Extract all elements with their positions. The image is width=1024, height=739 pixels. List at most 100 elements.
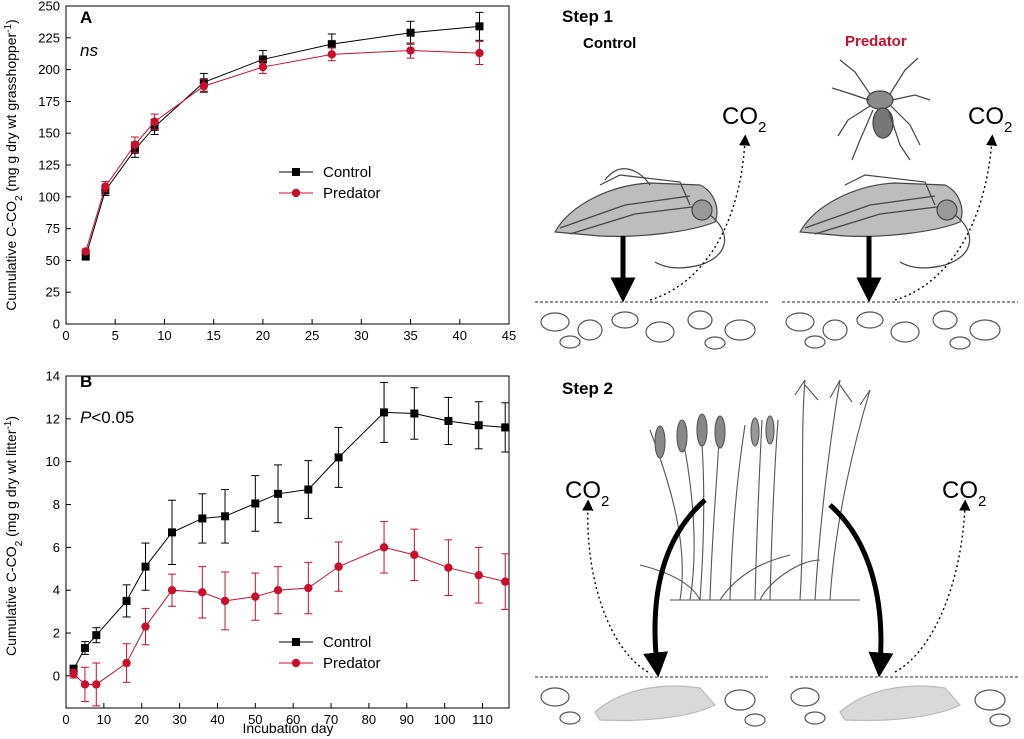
legend-b-control: Control xyxy=(323,634,371,651)
co2-label-predator-step1: CO2 xyxy=(968,103,1012,136)
panel-b-ylabel: Cumulative C-CO2 (mg g dry wt litter-1) xyxy=(3,416,25,656)
x-tick-label-a: 5 xyxy=(112,328,119,343)
point-a-predator xyxy=(199,81,209,91)
panel-a-axes: 0 5 10 15 20 25 30 35 40 45 0 25 50 75 100 125 150 175 200… xyxy=(38,0,516,343)
grasshopper-predator-illustration xyxy=(799,174,971,269)
series-line-b-control xyxy=(73,411,506,670)
point-a-predator xyxy=(406,46,415,55)
x-tick-label-b: 50 xyxy=(248,712,262,727)
grass-plants-illustration xyxy=(639,379,871,601)
point-a-predator xyxy=(101,182,110,191)
point-b-predator xyxy=(251,592,260,601)
y-tick-label-b: 10 xyxy=(46,454,60,469)
x-tick-label-a: 15 xyxy=(206,328,220,343)
x-tick-label-a: 45 xyxy=(502,328,516,343)
y-tick-label-b: 4 xyxy=(53,583,60,598)
y-tick-label-a: 225 xyxy=(38,30,60,45)
co2-arrow-predator-step2 xyxy=(894,499,971,673)
legend-a-predator-marker xyxy=(291,188,301,198)
point-b-predator xyxy=(122,658,131,668)
arrow-plant-to-soil-predator xyxy=(828,503,894,678)
x-tick-label-b: 80 xyxy=(362,712,376,727)
co2-label-control-step1: CO2 xyxy=(722,103,766,136)
point-b-predator xyxy=(69,669,78,678)
point-a-predator xyxy=(475,48,484,58)
point-b-predator xyxy=(273,585,283,595)
x-tick-label-a: 35 xyxy=(403,328,417,343)
point-b-predator xyxy=(444,563,453,572)
panel-a-series xyxy=(81,11,484,261)
legend-b-control-marker xyxy=(292,638,300,646)
y-tick-label-a: 50 xyxy=(46,253,60,268)
point-b-control xyxy=(444,416,453,425)
y-tick-label-b: 12 xyxy=(46,411,60,426)
point-a-predator xyxy=(81,247,90,256)
panel-b-stat: P<0.05 xyxy=(80,408,134,427)
co2-label-control-step2: CO2 xyxy=(565,477,609,510)
x-tick-label-b: 20 xyxy=(134,712,148,727)
x-tick-label-a: 40 xyxy=(453,328,467,343)
y-tick-label-a: 25 xyxy=(46,285,60,300)
co2-label-predator-step2: CO2 xyxy=(942,477,986,510)
x-tick-label-b: 110 xyxy=(472,712,493,727)
soil-strip-step1-predator xyxy=(782,301,1018,350)
x-tick-label-a: 10 xyxy=(157,328,171,343)
point-b-predator xyxy=(474,571,483,580)
panel-b-axes: 0 10 20 30 40 50 60 70 80 90 100 110 0 2 4 6 8 10 12 14 xyxy=(46,369,493,728)
point-a-predator xyxy=(258,62,268,72)
point-b-predator xyxy=(141,622,150,631)
point-b-control xyxy=(221,512,230,521)
point-b-control xyxy=(251,499,260,508)
panel-a-label: A xyxy=(80,8,92,27)
x-tick-label-b: 100 xyxy=(434,712,456,727)
panel-b-series xyxy=(69,381,510,707)
y-tick-label-a: 125 xyxy=(38,158,60,173)
series-line-a-predator xyxy=(85,50,480,252)
y-tick-label-b: 14 xyxy=(46,369,60,384)
point-b-control xyxy=(501,423,510,432)
point-b-control xyxy=(168,528,177,537)
legend-a-control-marker xyxy=(292,168,300,176)
point-b-control xyxy=(334,453,343,462)
series-line-b-predator xyxy=(73,546,506,685)
point-b-predator xyxy=(410,550,419,560)
x-tick-label-b: 10 xyxy=(97,712,111,727)
point-b-predator xyxy=(92,680,101,689)
point-b-predator xyxy=(80,680,90,689)
point-b-predator xyxy=(167,585,177,595)
x-tick-label-a: 0 xyxy=(62,328,69,343)
spider-illustration xyxy=(831,57,931,161)
grasshopper-control-illustration xyxy=(554,168,726,269)
step1-label: Step 1 xyxy=(562,7,613,26)
x-tick-label-b: 0 xyxy=(62,712,69,727)
y-tick-label-b: 6 xyxy=(53,540,60,555)
control-heading: Control xyxy=(583,35,636,52)
point-b-predator xyxy=(501,577,510,586)
soil-strip-step2-predator xyxy=(790,676,1018,727)
point-b-predator xyxy=(334,562,343,571)
point-a-predator xyxy=(130,140,140,149)
predator-heading: Predator xyxy=(845,33,907,50)
y-tick-label-a: 100 xyxy=(38,189,60,204)
point-b-control xyxy=(198,514,207,523)
panel-b-legend: Control Predator xyxy=(279,634,381,672)
co2-arrow-predator-step1 xyxy=(894,134,998,301)
point-b-control xyxy=(274,489,283,498)
x-tick-label-a: 20 xyxy=(256,328,270,343)
step2-label: Step 2 xyxy=(562,379,613,398)
x-tick-label-b: 90 xyxy=(400,712,414,727)
step1-illustration: Step 1 Control Predator xyxy=(535,7,1018,350)
y-tick-label-b: 2 xyxy=(53,626,60,641)
point-b-predator xyxy=(220,596,230,606)
legend-a-control: Control xyxy=(323,164,371,181)
point-b-control xyxy=(80,644,89,653)
x-tick-label-a: 30 xyxy=(354,328,368,343)
y-tick-label-a: 75 xyxy=(46,221,60,236)
soil-strip-step2-control xyxy=(535,676,770,727)
panel-b-chart: 0 10 20 30 40 50 60 70 80 90 100 110 0 2 4 6 8 10 12 14 B P… xyxy=(3,369,510,736)
y-tick-label-a: 0 xyxy=(53,317,60,332)
panel-b-xlabel: Incubation day xyxy=(242,720,333,736)
point-b-control xyxy=(141,562,150,571)
x-tick-label-b: 70 xyxy=(324,712,338,727)
point-b-predator xyxy=(198,588,207,597)
